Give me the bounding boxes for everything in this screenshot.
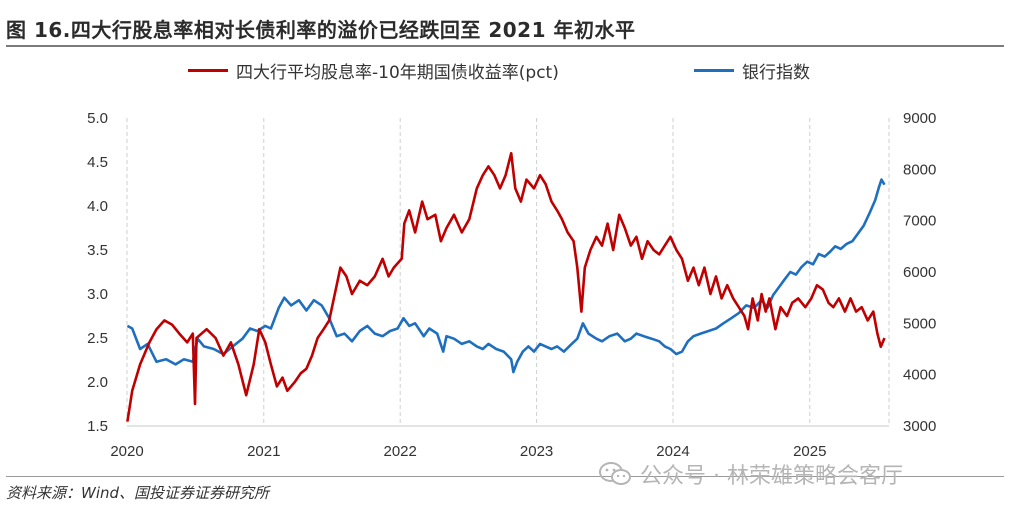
y-right-tick-label: 9000 (903, 110, 936, 127)
chart-title: 图 16.四大行股息率相对长债利率的溢价已经跌回至 2021 年初水平 (6, 18, 636, 42)
y-left-tick-label: 3.0 (87, 286, 108, 303)
y-left-tick-label: 1.5 (87, 418, 108, 435)
watermark: 公众号 · 林荣雄策略会客厅 (598, 458, 903, 490)
title-divider (6, 45, 1004, 47)
series-lines (126, 151, 886, 422)
y-right-tick-label: 7000 (903, 213, 936, 230)
x-tick-label: 2024 (656, 443, 689, 460)
x-tick-label: 2025 (793, 443, 826, 460)
footer-divider (6, 476, 1004, 477)
y-right-tick-label: 6000 (903, 264, 936, 281)
left-y-axis: 1.5 2.0 2.5 3.0 3.5 4.0 4.5 5.0 (87, 110, 108, 435)
y-right-tick-label: 8000 (903, 161, 936, 178)
x-tick-label: 2022 (383, 443, 416, 460)
dual-axis-line-chart: 1.5 2.0 2.5 3.0 3.5 4.0 4.5 5.0 3000 4000 5000 600… (87, 110, 936, 460)
legend-label-spread: 四大行平均股息率-10年期国债收益率(pct) (236, 63, 559, 83)
series-line-dividend-spread (126, 151, 886, 422)
source-note: 资料来源：Wind、国投证券证券研究所 (6, 484, 270, 502)
vertical-gridlines (126, 118, 890, 426)
legend-swatch-bank-index (694, 69, 734, 72)
series-line-bank-index (126, 178, 886, 374)
y-right-tick-label: 4000 (903, 367, 936, 384)
x-tick-label: 2020 (110, 443, 143, 460)
y-right-tick-label: 3000 (903, 418, 936, 435)
x-axis: 2020 2021 2022 2023 2024 2025 (110, 425, 889, 460)
y-left-tick-label: 5.0 (87, 110, 108, 127)
wechat-icon (599, 462, 631, 485)
x-tick-label: 2021 (247, 443, 280, 460)
legend-label-bank-index: 银行指数 (742, 63, 810, 83)
y-left-tick-label: 4.0 (87, 198, 108, 215)
y-left-tick-label: 2.0 (87, 374, 108, 391)
right-y-axis: 3000 4000 5000 6000 7000 8000 9000 (903, 110, 936, 435)
x-tick-label: 2023 (520, 443, 553, 460)
legend-item-bank-index: 银行指数 (694, 58, 810, 83)
legend-item-spread: 四大行平均股息率-10年期国债收益率(pct) (188, 58, 559, 83)
watermark-text: 公众号 · 林荣雄策略会客厅 (640, 464, 903, 489)
legend-swatch-spread (188, 69, 228, 72)
y-right-tick-label: 5000 (903, 315, 936, 332)
y-left-tick-label: 4.5 (87, 154, 108, 171)
legend: 四大行平均股息率-10年期国债收益率(pct) 银行指数 (0, 58, 1024, 84)
y-left-tick-label: 2.5 (87, 330, 108, 347)
y-left-tick-label: 3.5 (87, 242, 108, 259)
